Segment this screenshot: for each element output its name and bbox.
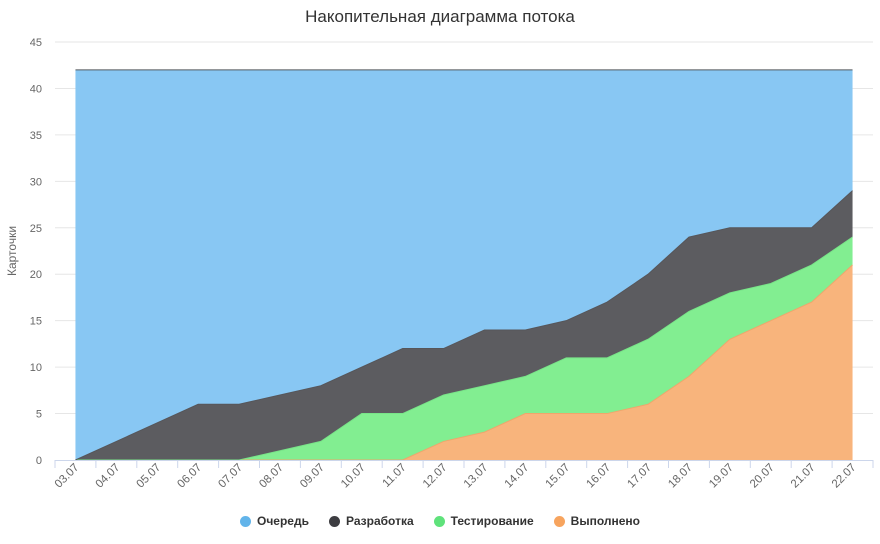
y-axis-title: Карточки (5, 226, 19, 276)
x-tick-label: 08.07 (257, 462, 286, 491)
x-tick-label: 14.07 (503, 462, 532, 491)
y-tick-label: 15 (30, 316, 42, 328)
legend-item-series-0[interactable]: Очередь (240, 514, 309, 528)
y-axis-tick-labels: 0 5 10 15 20 25 30 35 40 45 (30, 37, 42, 467)
area-series-0 (75, 69, 853, 461)
x-tick-label: 12.07 (421, 462, 450, 491)
legend-marker-icon (240, 515, 251, 527)
x-tick-label: 10.07 (339, 462, 368, 491)
y-tick-label: 5 (36, 409, 42, 421)
x-tick-label: 05.07 (135, 462, 164, 491)
y-tick-label: 20 (30, 269, 42, 281)
x-tick-label: 07.07 (216, 462, 245, 491)
legend-label: Разработка (345, 514, 414, 528)
x-tick-label: 22.07 (830, 462, 859, 491)
y-tick-label: 35 (30, 130, 42, 142)
x-tick-label: 13.07 (462, 462, 491, 491)
area-series-3 (75, 264, 853, 460)
x-tick-label: 11.07 (381, 462, 409, 490)
y-tick-label: 0 (36, 455, 42, 467)
line-series-1 (75, 190, 853, 461)
x-tick-label: 16.07 (584, 462, 613, 491)
legend-marker-icon (328, 515, 340, 527)
series-areas (75, 69, 853, 461)
area-series-1 (75, 190, 853, 460)
x-tick-label: 03.07 (53, 462, 82, 491)
legend-marker-icon (553, 515, 565, 527)
legend-item-series-2[interactable]: Тестирование (433, 514, 534, 528)
chart-title: Накопительная диаграмма потока (305, 7, 575, 26)
x-tick-label: 20.07 (748, 462, 777, 491)
y-tick-label: 10 (30, 362, 42, 374)
x-axis-tick-labels: 03.07 04.07 05.07 06.07 07.07 08.07 09.07 10.07… (53, 462, 859, 491)
legend-label: Очередь (257, 514, 309, 528)
legend-item-series-1[interactable]: Разработка (328, 514, 414, 528)
legend-marker-icon (433, 515, 445, 527)
x-tick-label: 21.07 (789, 462, 818, 491)
y-tick-label: 25 (30, 223, 42, 235)
legend: Очередь Разработка Тестирование Выполнен… (0, 513, 880, 529)
y-tick-label: 30 (30, 176, 42, 188)
legend-item-series-3[interactable]: Выполнено (553, 514, 640, 528)
x-tick-label: 19.07 (707, 462, 736, 491)
area-series-2 (75, 237, 853, 460)
x-tick-label: 17.07 (625, 462, 654, 491)
legend-label: Тестирование (450, 514, 534, 528)
legend-label: Выполнено (570, 514, 640, 528)
x-tick-label: 09.07 (298, 462, 327, 491)
x-axis (54, 460, 874, 468)
x-tick-label: 18.07 (666, 462, 695, 491)
x-tick-label: 15.07 (544, 462, 573, 491)
x-tick-label: 04.07 (94, 462, 123, 491)
x-tick-label: 06.07 (175, 462, 204, 491)
y-tick-label: 45 (30, 37, 42, 49)
y-tick-label: 40 (30, 83, 42, 95)
